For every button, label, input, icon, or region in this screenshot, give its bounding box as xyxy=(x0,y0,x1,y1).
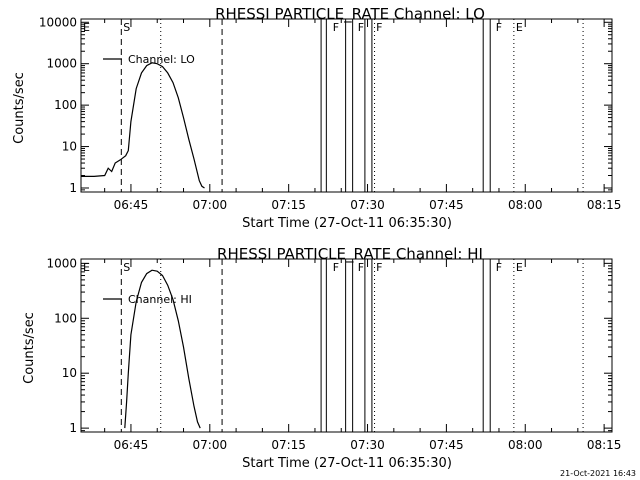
panel-hi-flag-2: F xyxy=(333,261,339,274)
panel-lo-x-tick-label-6: 08:15 xyxy=(587,198,622,212)
panel-lo-y-tick-label-0: 1 xyxy=(69,181,77,195)
panel-hi-flag-0: E xyxy=(83,261,90,274)
panel-hi: RHESSI PARTICLE_RATE Channel: HI Start T… xyxy=(22,245,483,471)
panel-lo-x-label: Start Time (27-Oct-11 06:35:30) xyxy=(242,216,452,231)
panel-hi-legend-label: Channel: HI xyxy=(128,293,192,306)
panel-hi-x-tick-label-0: 06:45 xyxy=(114,438,149,452)
panel-hi-flag-6: E xyxy=(516,261,523,274)
panel-hi-y-tick-label-3: 1000 xyxy=(46,256,77,270)
panel-hi-flag-1: S xyxy=(123,261,130,274)
panel-hi-x-tick-label-6: 08:15 xyxy=(587,438,622,452)
panel-lo-x-tick-label-0: 06:45 xyxy=(114,198,149,212)
plot-timestamp: 21-Oct-2021 16:43 xyxy=(560,469,636,478)
panel-hi-y-label: Counts/sec xyxy=(22,312,37,384)
panel-hi-x-label: Start Time (27-Oct-11 06:35:30) xyxy=(242,456,452,471)
panel-hi-y-tick-label-0: 1 xyxy=(69,421,77,435)
panel-lo-y-label: Counts/sec xyxy=(12,72,27,144)
panel-hi-x-tick-label-1: 07:00 xyxy=(193,438,228,452)
panel-hi-x-tick-label-2: 07:15 xyxy=(271,438,306,452)
panel-lo-flag-0: E xyxy=(83,21,90,34)
panel-lo-flag-1: S xyxy=(123,21,130,34)
panel-lo-x-tick-label-5: 08:00 xyxy=(508,198,543,212)
panel-lo-plot-area: E S F F F F E06:45 07:00 07:15 07:30 07:45 08:00 08:… xyxy=(39,15,622,212)
panel-lo-x-tick-label-2: 07:15 xyxy=(271,198,306,212)
panel-hi-y-tick-label-1: 10 xyxy=(62,366,77,380)
panel-hi-flag-4: F xyxy=(376,261,382,274)
panel-lo-flag-4: F xyxy=(376,21,382,34)
panel-lo-flag-3: F xyxy=(358,21,364,34)
panel-lo-y-tick-label-3: 1000 xyxy=(46,57,77,71)
panel-lo-series-line-0 xyxy=(81,62,205,189)
panel-lo-axes-frame xyxy=(80,18,613,193)
panel-lo-flag-2: F xyxy=(333,21,339,34)
panel-lo-flag-6: E xyxy=(516,21,523,34)
panel-lo-x-tick-label-4: 07:45 xyxy=(429,198,464,212)
panel-hi-title: RHESSI PARTICLE_RATE Channel: HI xyxy=(217,245,483,264)
panel-lo-y-tick-label-2: 100 xyxy=(54,98,77,112)
panel-hi-flag-3: F xyxy=(358,261,364,274)
panel-hi-y-tick-label-2: 100 xyxy=(54,311,77,325)
panel-lo-title: RHESSI PARTICLE_RATE Channel: LO xyxy=(215,5,485,24)
panel-hi-plot-area: E S F F F F E06:45 07:00 07:15 07:30 07:45 08:00 08:… xyxy=(46,256,621,452)
panel-hi-x-tick-label-5: 08:00 xyxy=(508,438,543,452)
panel-lo-x-tick-label-3: 07:30 xyxy=(350,198,385,212)
panel-hi-series-line-0 xyxy=(124,269,201,429)
panel-hi-axes-frame xyxy=(80,258,613,433)
panel-lo-legend-label: Channel: LO xyxy=(128,53,195,66)
panel-hi-x-tick-label-4: 07:45 xyxy=(429,438,464,452)
panel-lo-y-tick-label-4: 10000 xyxy=(39,15,77,29)
panel-lo-x-tick-label-1: 07:00 xyxy=(193,198,228,212)
panel-hi-flag-5: F xyxy=(496,261,502,274)
panel-lo-flag-5: F xyxy=(496,21,502,34)
panel-hi-x-tick-label-3: 07:30 xyxy=(350,438,385,452)
panel-lo-y-tick-label-1: 10 xyxy=(62,140,77,154)
